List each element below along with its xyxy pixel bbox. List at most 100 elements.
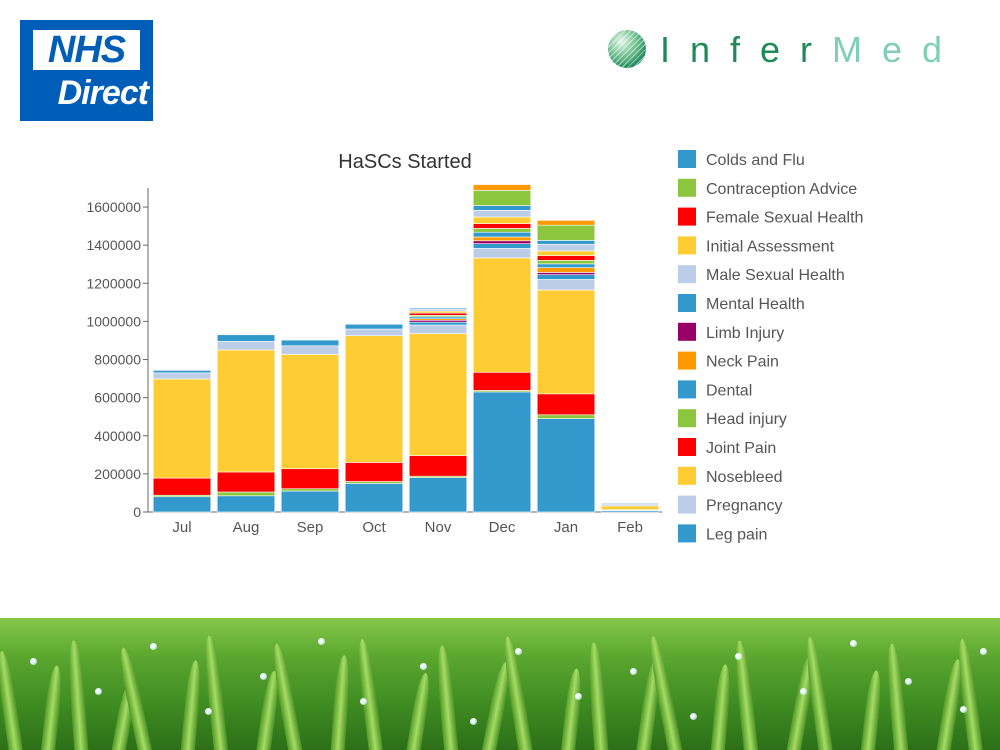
dew-drop — [30, 658, 37, 665]
bar-segment — [536, 414, 596, 419]
bar-segment — [216, 349, 276, 473]
bar-segment — [152, 477, 212, 496]
bar-segment — [536, 240, 596, 245]
bar-segment — [472, 236, 532, 242]
bar-segment — [472, 243, 532, 249]
infermed-logo: InferMed — [608, 28, 988, 72]
grass-blade — [66, 639, 89, 750]
dew-drop — [205, 708, 212, 715]
legend-label: Colds and Flu — [706, 152, 805, 169]
bar-segment — [408, 321, 468, 326]
grass-blade — [405, 671, 433, 750]
bar-segment — [152, 370, 212, 374]
legend-swatch — [678, 322, 696, 341]
bar-segment — [344, 462, 404, 482]
bar-segment — [152, 496, 212, 513]
grass-blade — [586, 641, 609, 750]
bar-segment — [280, 468, 340, 490]
legend-label: Limb Injury — [706, 325, 784, 342]
bar-segment — [472, 209, 532, 218]
bar-segment — [408, 455, 468, 477]
bar-segment — [536, 274, 596, 280]
chart-title: HaSCs Started — [338, 151, 471, 173]
x-tick-label: Nov — [425, 519, 452, 536]
legend-label: Dental — [706, 382, 752, 399]
bar-segment — [344, 335, 404, 463]
dew-drop — [575, 693, 582, 700]
bar-segment — [472, 184, 532, 191]
grass-blade — [180, 659, 203, 750]
dew-drop — [630, 668, 637, 675]
legend-swatch — [678, 409, 696, 428]
grass-blade — [860, 669, 884, 750]
bar-segment — [408, 312, 468, 316]
legend-swatch — [678, 294, 696, 312]
chart-container: HaSCs Started 0 200000 400000 600000 800000 10… — [0, 140, 1000, 560]
bar-segment — [472, 189, 532, 206]
bar-segment — [472, 257, 532, 373]
dew-drop — [735, 653, 742, 660]
dew-drop — [800, 688, 807, 695]
bar-segment — [536, 260, 596, 265]
grass-blade — [330, 654, 352, 750]
bar-segment — [280, 345, 340, 355]
nhs-logo-direct: Direct — [57, 74, 149, 112]
bar-segment — [152, 372, 212, 380]
stacked-bar-chart: HaSCs Started 0 200000 400000 600000 800000 10… — [86, 150, 863, 543]
bar-segment — [472, 205, 532, 211]
dew-drop — [960, 706, 967, 713]
bar-segment — [472, 228, 532, 233]
dew-drop — [690, 713, 697, 720]
legend-swatch — [678, 150, 696, 168]
legend-swatch — [678, 380, 696, 399]
bar-segment — [600, 505, 660, 511]
bar-segment — [472, 216, 532, 224]
y-tick-label: 400000 — [94, 428, 141, 444]
y-tick-label: 1600000 — [86, 199, 141, 215]
bar-segment — [536, 289, 596, 395]
legend-label: Joint Pain — [706, 440, 776, 457]
legend-label: Pregnancy — [706, 498, 783, 515]
bar-segment — [216, 471, 276, 493]
x-tick-label: Jul — [172, 519, 191, 536]
bar-segment — [408, 324, 468, 334]
bar-segment — [536, 272, 596, 276]
grass-blade — [435, 644, 459, 750]
grass-blade — [955, 638, 984, 750]
bar-segment — [408, 307, 468, 310]
bar-segment — [344, 323, 404, 330]
grass-blade — [40, 664, 64, 750]
dew-drop — [980, 648, 987, 655]
bar-segment — [536, 255, 596, 261]
grass-photo-banner — [0, 618, 1000, 750]
legend-label: Leg pain — [706, 526, 767, 543]
dew-drop — [360, 698, 367, 705]
bar-segment — [536, 418, 596, 513]
dew-drop — [850, 640, 857, 647]
grass-blade — [201, 634, 229, 750]
bar-segment — [472, 248, 532, 259]
bar-segment — [280, 354, 340, 470]
legend-swatch — [678, 524, 696, 543]
y-tick-label: 200000 — [94, 466, 141, 482]
bar-segment — [408, 333, 468, 456]
bar-segment — [280, 488, 340, 492]
bar-segment — [344, 483, 404, 513]
legend-label: Contraception Advice — [706, 181, 857, 198]
bar-segment — [472, 391, 532, 513]
bar-segment — [344, 328, 404, 337]
dew-drop — [420, 663, 427, 670]
y-tick-label: 1200000 — [86, 275, 141, 291]
x-tick-label: Dec — [489, 519, 516, 536]
bar-segment — [280, 339, 340, 347]
infermed-wordmark: InferMed — [660, 28, 962, 72]
legend-swatch — [678, 438, 696, 456]
legend-swatch — [678, 495, 696, 514]
legend-label: Neck Pain — [706, 354, 779, 371]
legend-label: Nosebleed — [706, 469, 783, 486]
dew-drop — [905, 678, 912, 685]
y-tick-label: 600000 — [94, 390, 141, 406]
legend-swatch — [678, 178, 696, 197]
dew-drop — [260, 673, 267, 680]
grass-blade — [884, 642, 909, 750]
